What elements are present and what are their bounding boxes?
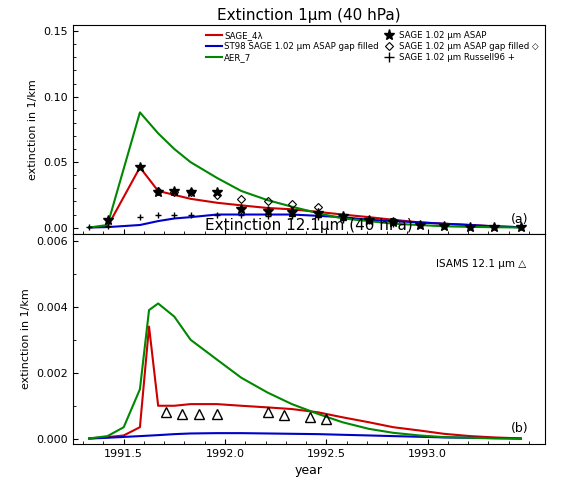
Text: (a): (a) — [511, 213, 529, 226]
Title: Extinction 1μm (40 hPa): Extinction 1μm (40 hPa) — [217, 8, 401, 24]
Text: (b): (b) — [511, 423, 529, 435]
Y-axis label: extinction in 1/km: extinction in 1/km — [21, 288, 31, 389]
Y-axis label: extinction in 1/km: extinction in 1/km — [28, 79, 38, 180]
X-axis label: year: year — [295, 464, 323, 477]
Title: Extinction 12.1μm (40 hPa): Extinction 12.1μm (40 hPa) — [205, 218, 413, 233]
Text: ISAMS 12.1 μm △: ISAMS 12.1 μm △ — [436, 259, 526, 269]
Legend: SAGE_4λ, ST98 SAGE 1.02 μm ASAP gap filled, AER_7, SAGE 1.02 μm ASAP, SAGE 1.02 : SAGE_4λ, ST98 SAGE 1.02 μm ASAP gap fill… — [205, 29, 541, 64]
